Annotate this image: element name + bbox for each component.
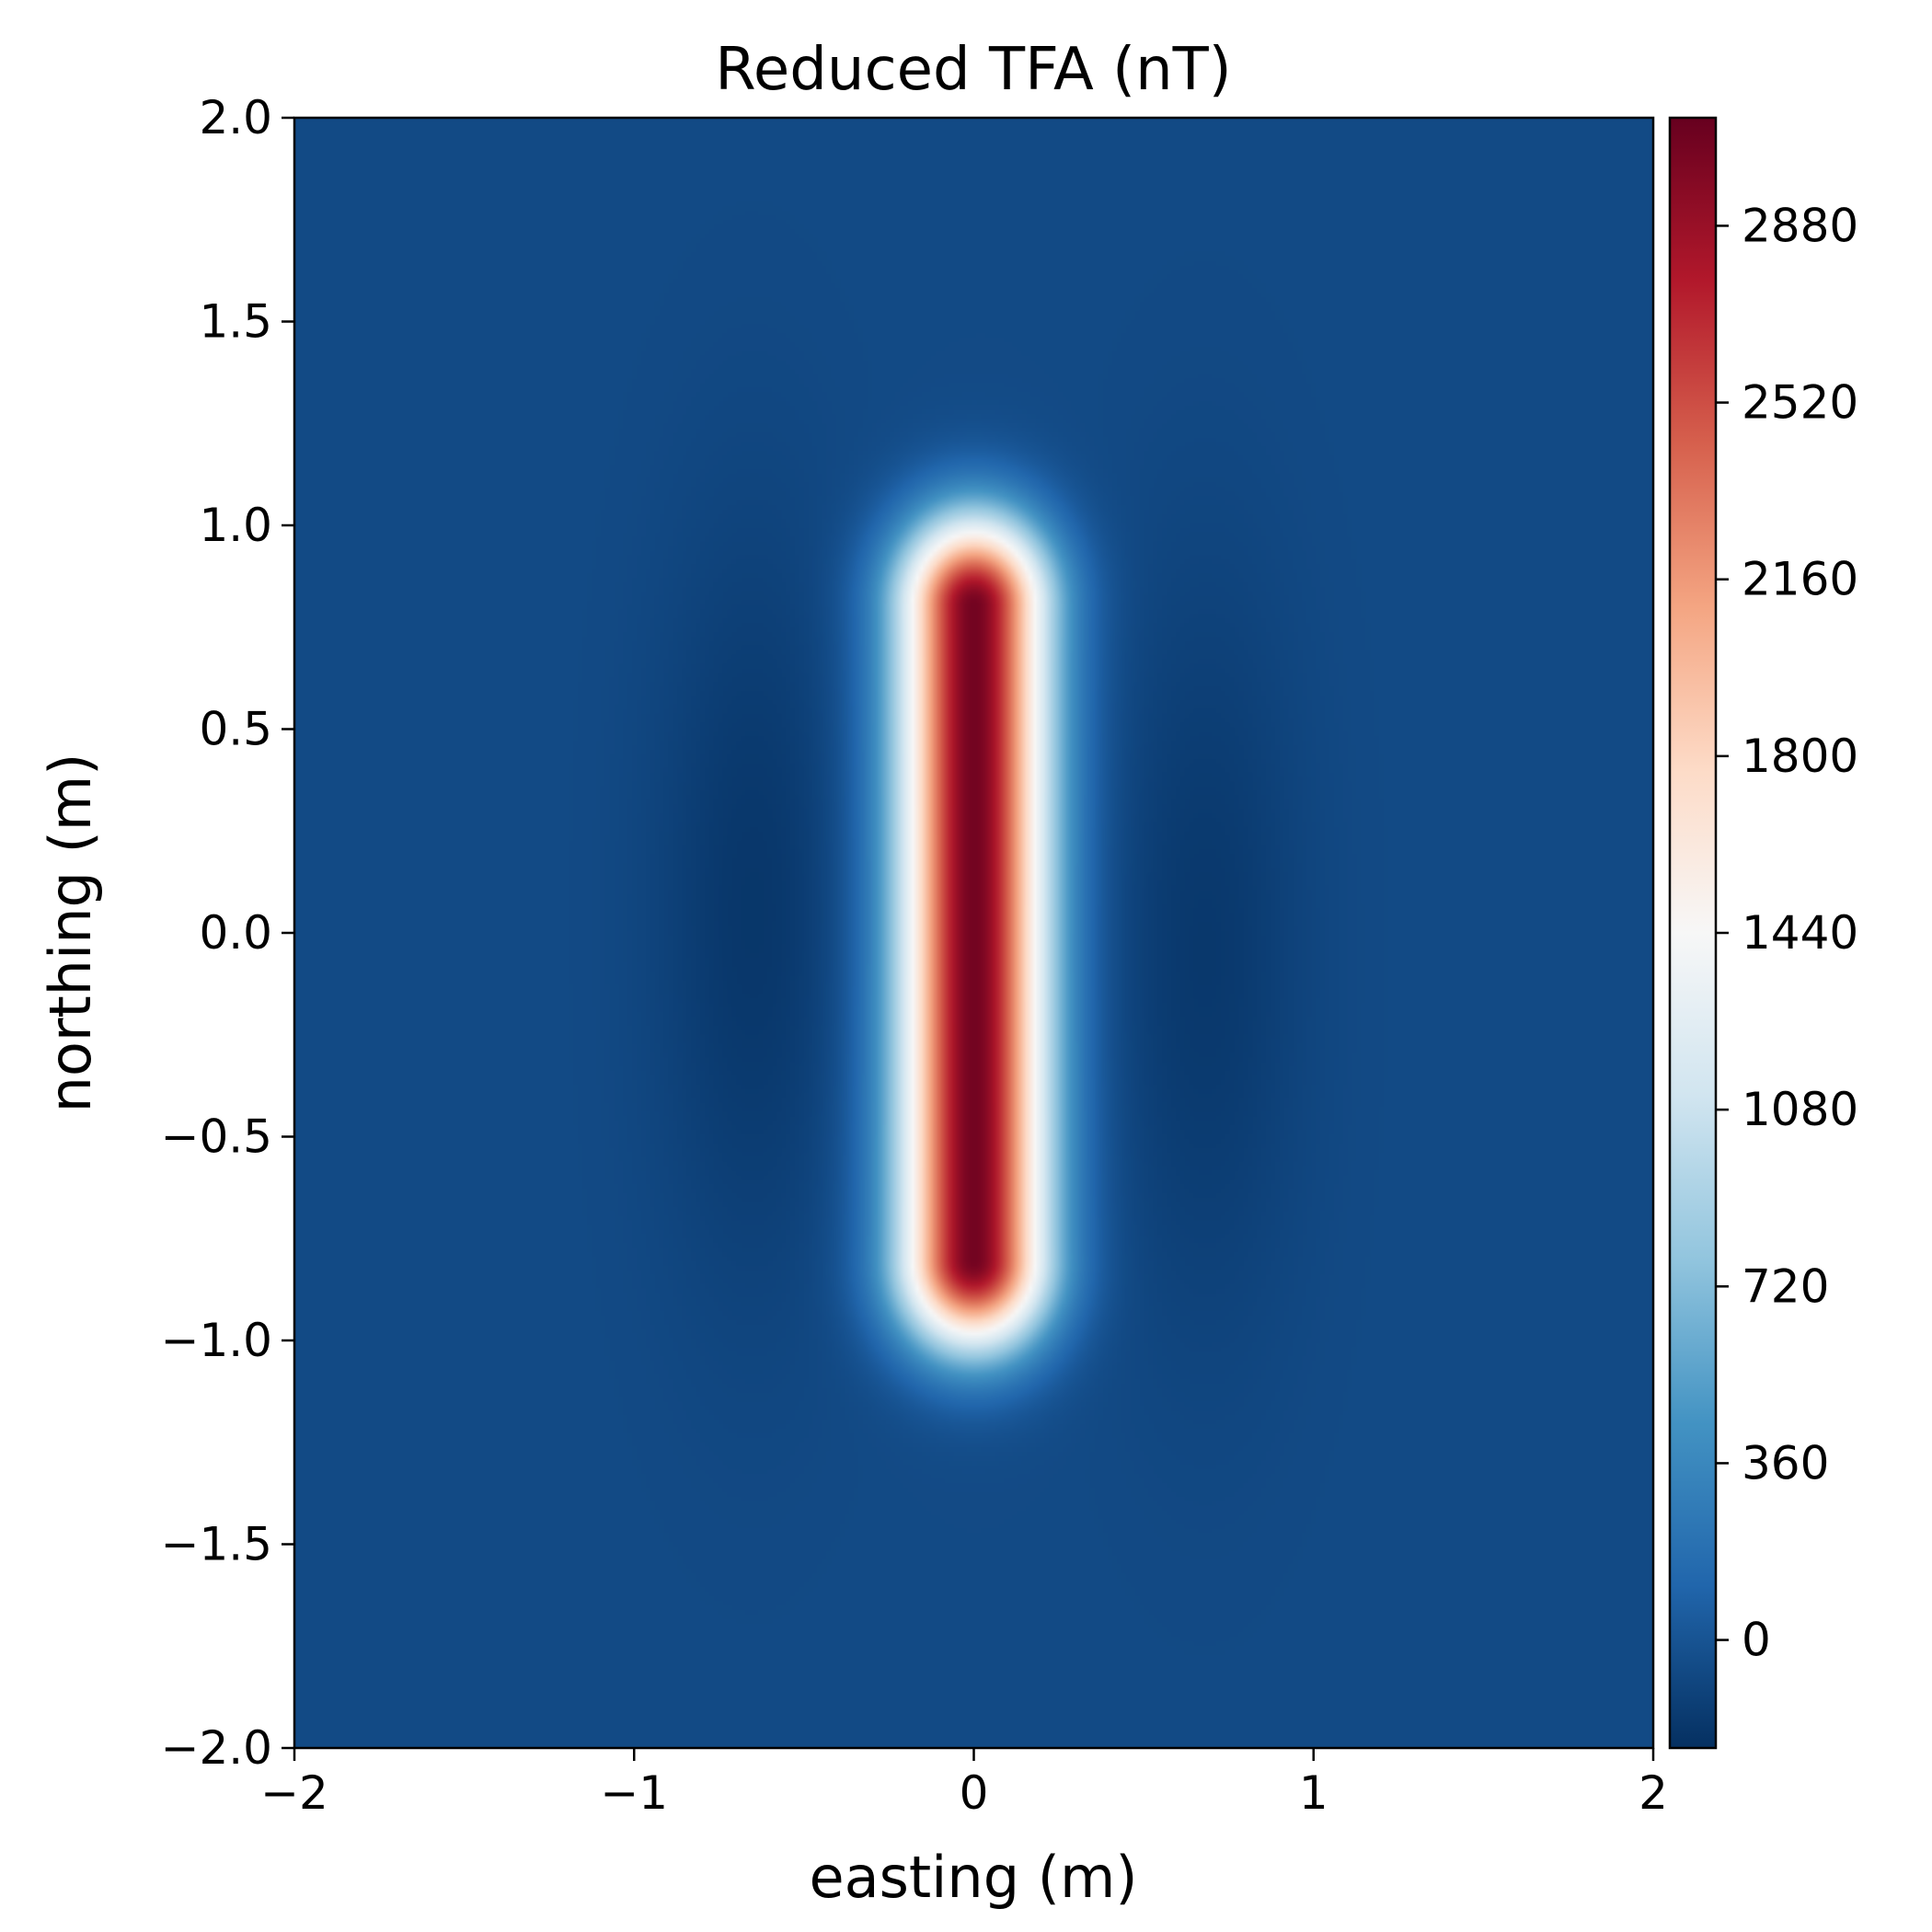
y-tick-label: −1.0 <box>161 1314 272 1367</box>
heatmap-field <box>294 118 1653 1748</box>
heatmap-plot-area <box>294 118 1653 1748</box>
colorbar-tick-label: 1440 <box>1742 906 1858 960</box>
colorbar-tick-label: 2520 <box>1742 376 1858 430</box>
colorbar-tick-label: 1080 <box>1742 1083 1858 1136</box>
colorbar-gradient <box>1668 116 1718 1750</box>
y-tick-label: 1.0 <box>199 499 272 552</box>
x-tick-label: −2 <box>260 1766 328 1820</box>
y-tick-label: 1.5 <box>199 295 272 349</box>
colorbar-tick-label: 720 <box>1742 1259 1829 1313</box>
colorbar-tick-label: 360 <box>1742 1436 1829 1489</box>
y-axis: 2.0 1.5 1.0 0.5 0.0 −0.5 −1.0 −1.5 −2.0 <box>161 91 294 1775</box>
colorbar-tick-label: 1800 <box>1742 730 1858 783</box>
x-tick-label: −1 <box>600 1766 668 1820</box>
y-tick-label: −1.5 <box>161 1518 272 1571</box>
y-tick-label: 2.0 <box>199 91 272 144</box>
chart-title: Reduced TFA (nT) <box>715 36 1231 104</box>
colorbar-tick-label: 2160 <box>1742 553 1858 606</box>
x-tick-label: 1 <box>1299 1766 1328 1820</box>
y-tick-label: −0.5 <box>161 1110 272 1164</box>
y-tick-label: −2.0 <box>161 1721 272 1775</box>
y-tick-label: 0.0 <box>199 906 272 960</box>
x-tick-label: 2 <box>1639 1766 1668 1820</box>
colorbar-tick-label: 0 <box>1742 1614 1771 1667</box>
colorbar-tick-label: 2880 <box>1742 199 1858 252</box>
y-tick-label: 0.5 <box>199 703 272 756</box>
x-axis-title: easting (m) <box>809 1844 1137 1911</box>
y-axis-title: northing (m) <box>37 753 104 1113</box>
x-tick-label: 0 <box>960 1766 989 1820</box>
colorbar: 0 360 720 1080 1440 1800 2160 2520 2880 <box>1668 116 1858 1750</box>
x-axis: −2 −1 0 1 2 <box>260 1748 1668 1820</box>
